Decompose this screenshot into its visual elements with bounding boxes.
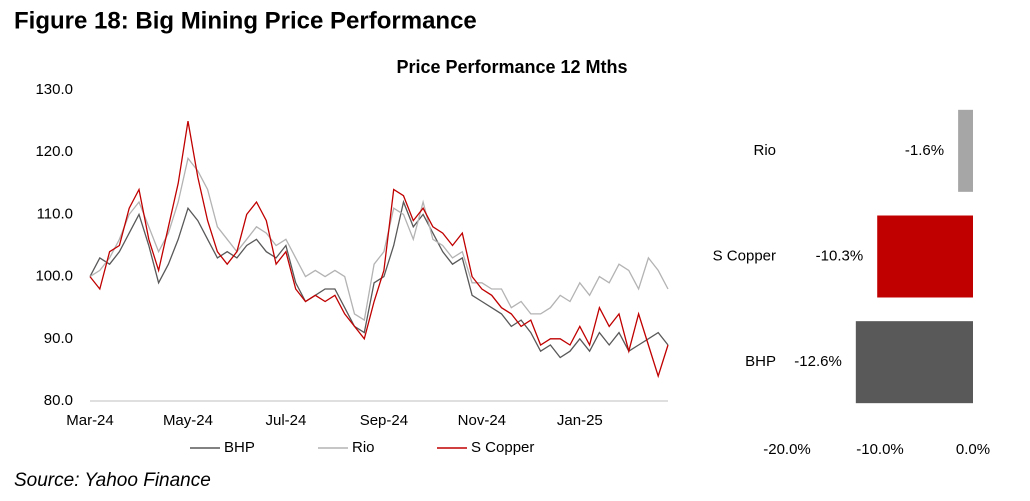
x-tick-label: Jan-25 <box>557 412 603 429</box>
value-label: -12.6% <box>794 353 842 370</box>
y-tick-label: 100.0 <box>35 268 73 285</box>
legend-label: BHP <box>224 439 255 456</box>
bar <box>855 321 973 404</box>
value-label: -1.6% <box>905 142 944 159</box>
figure-title: Figure 18: Big Mining Price Performance <box>14 7 477 34</box>
x-tick-label: Sep-24 <box>360 412 408 429</box>
x-tick-label: -20.0% <box>763 441 811 458</box>
value-label: -10.3% <box>816 247 864 264</box>
source: Source: Yahoo Finance <box>14 470 211 491</box>
x-tick-label: -10.0% <box>856 441 904 458</box>
x-tick-label: 0.0% <box>956 441 990 458</box>
bar <box>877 215 973 298</box>
bar <box>958 109 973 192</box>
y-tick-label: 130.0 <box>35 81 73 98</box>
legend-label: Rio <box>352 439 375 456</box>
legend-label: S Copper <box>471 439 534 456</box>
category-label: S Copper <box>713 247 776 264</box>
x-tick-label: May-24 <box>163 412 213 429</box>
chart-title: Price Performance 12 Mths <box>396 57 627 77</box>
y-tick-label: 110.0 <box>37 205 73 222</box>
y-tick-label: 80.0 <box>44 392 73 409</box>
y-tick-label: 90.0 <box>44 330 73 347</box>
x-tick-label: Mar-24 <box>66 412 114 429</box>
x-tick-label: Nov-24 <box>458 412 506 429</box>
line <box>89 156 669 322</box>
line <box>89 199 669 359</box>
category-label: Rio <box>753 142 776 159</box>
x-tick-label: Jul-24 <box>266 412 307 429</box>
category-label: BHP <box>745 353 776 370</box>
line <box>89 120 669 379</box>
y-tick-label: 120.0 <box>35 143 73 160</box>
